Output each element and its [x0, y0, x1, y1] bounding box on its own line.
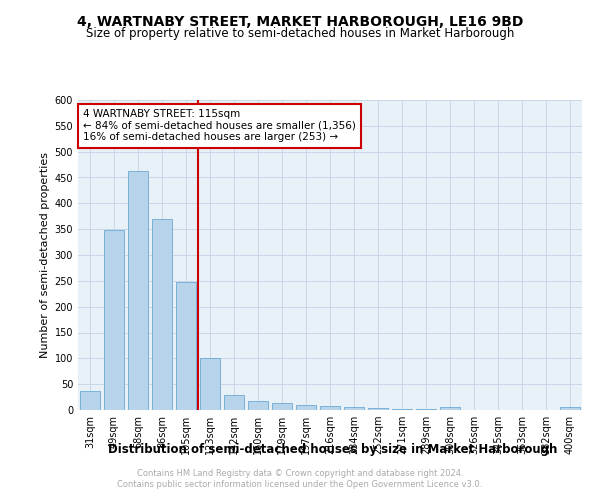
Bar: [152, 219, 172, 410]
Text: Distribution of semi-detached houses by size in Market Harborough: Distribution of semi-detached houses by …: [109, 442, 557, 456]
Bar: [104, 230, 124, 410]
Bar: [368, 408, 388, 410]
Bar: [440, 408, 460, 410]
Text: Size of property relative to semi-detached houses in Market Harborough: Size of property relative to semi-detach…: [86, 28, 514, 40]
Bar: [272, 404, 292, 410]
Text: Contains HM Land Registry data © Crown copyright and database right 2024.: Contains HM Land Registry data © Crown c…: [137, 468, 463, 477]
Y-axis label: Number of semi-detached properties: Number of semi-detached properties: [40, 152, 50, 358]
Bar: [224, 394, 244, 410]
Text: 4, WARTNABY STREET, MARKET HARBOROUGH, LE16 9BD: 4, WARTNABY STREET, MARKET HARBOROUGH, L…: [77, 15, 523, 29]
Bar: [320, 406, 340, 410]
Bar: [200, 358, 220, 410]
Bar: [176, 282, 196, 410]
Text: Contains public sector information licensed under the Open Government Licence v3: Contains public sector information licen…: [118, 480, 482, 489]
Bar: [560, 408, 580, 410]
Text: 4 WARTNABY STREET: 115sqm
← 84% of semi-detached houses are smaller (1,356)
16% : 4 WARTNABY STREET: 115sqm ← 84% of semi-…: [83, 110, 356, 142]
Bar: [248, 401, 268, 410]
Bar: [344, 408, 364, 410]
Bar: [80, 391, 100, 410]
Bar: [128, 172, 148, 410]
Bar: [296, 406, 316, 410]
